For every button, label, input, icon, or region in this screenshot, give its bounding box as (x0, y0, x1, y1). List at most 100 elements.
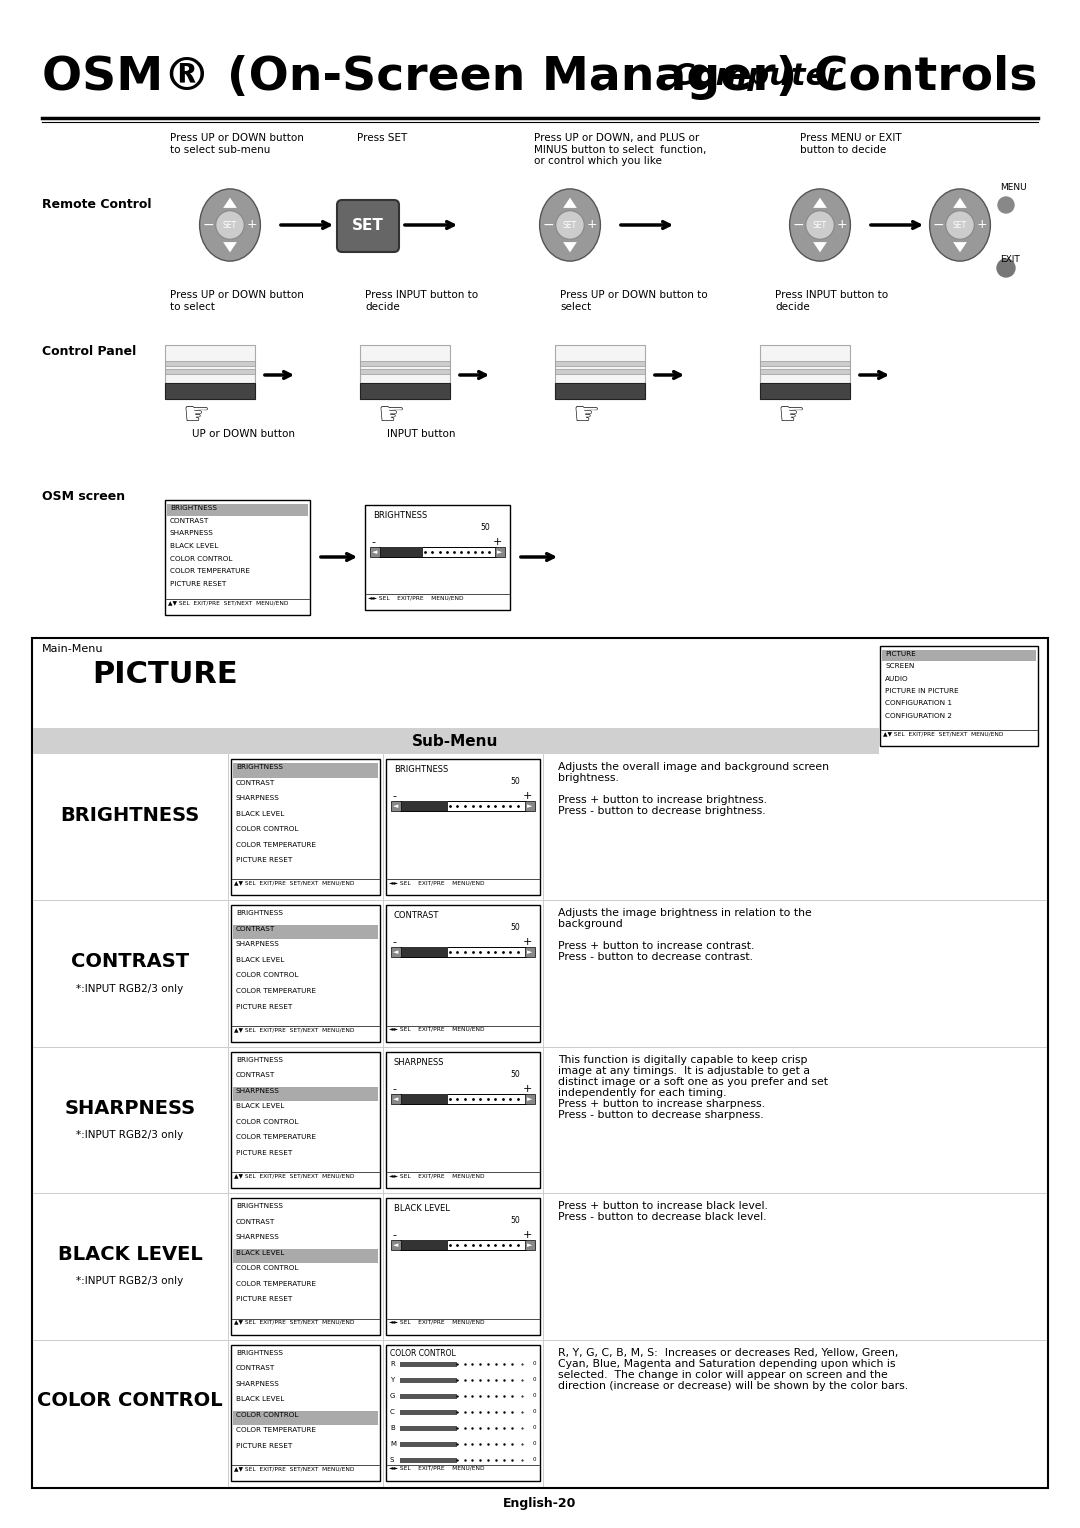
Text: SHARPNESS: SHARPNESS (237, 1088, 280, 1094)
Bar (525, 947, 535, 958)
Text: ▲▼ SEL  EXIT/PRE  SET/NEXT  MENU/END: ▲▼ SEL EXIT/PRE SET/NEXT MENU/END (234, 1465, 354, 1471)
Text: ◄: ◄ (393, 949, 399, 955)
Bar (400, 947, 526, 958)
Polygon shape (813, 241, 827, 252)
Text: distinct image or a soft one as you prefer and set: distinct image or a soft one as you pref… (558, 1077, 828, 1086)
Text: +: + (523, 1083, 532, 1094)
Text: Press INPUT button to
decide: Press INPUT button to decide (775, 290, 888, 312)
Text: ◄: ◄ (393, 1096, 399, 1102)
Text: R, Y, G, C, B, M, S:  Increases or decreases Red, Yellow, Green,: R, Y, G, C, B, M, S: Increases or decrea… (558, 1348, 899, 1357)
Text: +: + (246, 219, 257, 232)
Text: BRIGHTNESS: BRIGHTNESS (60, 805, 200, 825)
Bar (760, 345, 850, 399)
Bar (386, 906, 540, 1042)
Text: +: + (523, 937, 532, 947)
Text: Main-Menu: Main-Menu (42, 643, 104, 654)
Bar (495, 547, 505, 558)
Text: SHARPNESS: SHARPNESS (65, 1099, 195, 1117)
Bar (233, 1086, 378, 1102)
Circle shape (998, 197, 1014, 212)
Text: OSM® (On-Screen Manager) Controls: OSM® (On-Screen Manager) Controls (42, 55, 1054, 99)
Bar (391, 1094, 401, 1103)
Bar (365, 504, 510, 610)
Ellipse shape (930, 189, 990, 261)
Text: image at any timings.  It is adjustable to get a: image at any timings. It is adjustable t… (558, 1067, 810, 1076)
Text: -: - (372, 536, 375, 547)
Text: ☞: ☞ (378, 400, 405, 429)
Text: -: - (392, 792, 396, 801)
Bar (400, 1394, 457, 1398)
Text: This function is digitally capable to keep crisp: This function is digitally capable to ke… (558, 1054, 808, 1065)
Bar (379, 547, 423, 558)
Bar (525, 1241, 535, 1250)
Text: COLOR CONTROL: COLOR CONTROL (390, 1349, 456, 1357)
Text: COLOR CONTROL: COLOR CONTROL (237, 1118, 298, 1125)
Text: C: C (390, 1409, 395, 1415)
Text: ◄► SEL    EXIT/PRE    MENU/END: ◄► SEL EXIT/PRE MENU/END (368, 594, 463, 601)
Bar (386, 759, 540, 895)
Text: *:INPUT RGB2/3 only: *:INPUT RGB2/3 only (77, 1276, 184, 1287)
Bar (379, 547, 496, 558)
Text: 50: 50 (510, 1216, 519, 1225)
Text: Press UP or DOWN, and PLUS or
MINUS button to select  function,
or control which: Press UP or DOWN, and PLUS or MINUS butt… (534, 133, 706, 167)
Text: Press - button to decrease black level.: Press - button to decrease black level. (558, 1212, 767, 1222)
Text: ◄: ◄ (393, 804, 399, 808)
Bar (400, 1426, 457, 1430)
Text: +: + (837, 219, 848, 232)
Text: 0: 0 (532, 1426, 536, 1430)
Text: ►: ► (527, 1096, 532, 1102)
Text: COLOR CONTROL: COLOR CONTROL (37, 1392, 222, 1410)
Text: -: - (392, 937, 396, 947)
Text: BRIGHTNESS: BRIGHTNESS (237, 911, 283, 917)
Text: UP or DOWN button: UP or DOWN button (192, 429, 295, 439)
Bar (555, 345, 645, 399)
Bar (400, 1458, 457, 1462)
Text: SHARPNESS: SHARPNESS (237, 941, 280, 947)
Bar (360, 370, 450, 374)
Text: AUDIO: AUDIO (885, 675, 908, 681)
Text: +: + (492, 536, 502, 547)
Text: ▲▼ SEL  EXIT/PRE  SET/NEXT  MENU/END: ▲▼ SEL EXIT/PRE SET/NEXT MENU/END (234, 1027, 354, 1031)
Text: −: − (542, 219, 554, 232)
Bar (400, 1241, 526, 1250)
Text: +: + (523, 1230, 532, 1241)
Text: ◄► SEL    EXIT/PRE    MENU/END: ◄► SEL EXIT/PRE MENU/END (389, 880, 485, 885)
Text: COLOR TEMPERATURE: COLOR TEMPERATURE (170, 568, 249, 575)
Text: BLACK LEVEL: BLACK LEVEL (237, 1397, 284, 1403)
Text: ◄► SEL    EXIT/PRE    MENU/END: ◄► SEL EXIT/PRE MENU/END (389, 1465, 485, 1471)
Text: ☞: ☞ (183, 400, 211, 429)
FancyBboxPatch shape (337, 200, 399, 252)
Text: -: - (392, 1083, 396, 1094)
Text: independently for each timing.: independently for each timing. (558, 1088, 727, 1097)
Text: PICTURE: PICTURE (885, 651, 916, 657)
Text: ◄► SEL    EXIT/PRE    MENU/END: ◄► SEL EXIT/PRE MENU/END (389, 1174, 485, 1178)
Text: SET: SET (813, 220, 827, 229)
Text: direction (increase or decrease) will be shown by the color bars.: direction (increase or decrease) will be… (558, 1381, 908, 1390)
Polygon shape (563, 241, 577, 252)
Text: *:INPUT RGB2/3 only: *:INPUT RGB2/3 only (77, 1131, 184, 1140)
Text: M: M (390, 1441, 396, 1447)
Text: Press + button to increase brightness.: Press + button to increase brightness. (558, 795, 767, 805)
Text: 0: 0 (532, 1394, 536, 1398)
Bar (231, 759, 380, 895)
Text: CONTRAST: CONTRAST (237, 1219, 275, 1225)
Text: 0: 0 (532, 1377, 536, 1383)
Text: PICTURE RESET: PICTURE RESET (237, 1004, 293, 1010)
Text: selected.  The change in color will appear on screen and the: selected. The change in color will appea… (558, 1369, 888, 1380)
Bar (555, 361, 645, 365)
Text: BRIGHTNESS: BRIGHTNESS (170, 504, 217, 510)
Text: BRIGHTNESS: BRIGHTNESS (394, 766, 448, 775)
Text: COLOR CONTROL: COLOR CONTROL (237, 1412, 298, 1418)
Ellipse shape (216, 211, 244, 240)
Bar (33, 727, 879, 753)
Text: 50: 50 (510, 1070, 519, 1079)
Bar (880, 646, 1038, 746)
Text: Press UP or DOWN button
to select: Press UP or DOWN button to select (170, 290, 303, 312)
Text: –Computer: –Computer (657, 63, 841, 92)
Bar (165, 384, 255, 399)
Text: SHARPNESS: SHARPNESS (170, 530, 214, 536)
Bar (400, 1378, 457, 1383)
Text: ◄► SEL    EXIT/PRE    MENU/END: ◄► SEL EXIT/PRE MENU/END (389, 1320, 485, 1325)
Text: BLACK LEVEL: BLACK LEVEL (57, 1245, 202, 1264)
Text: Press + button to increase black level.: Press + button to increase black level. (558, 1201, 768, 1212)
